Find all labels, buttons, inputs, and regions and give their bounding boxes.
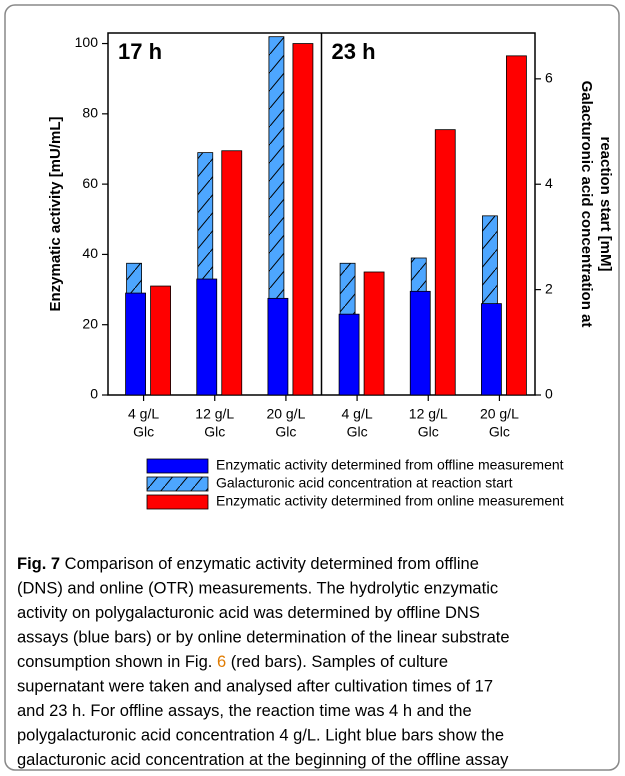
legend-swatch: [146, 476, 209, 492]
caption-line: (DNS) and online (OTR) measurements. The…: [17, 580, 498, 598]
y2-tick-label: 0: [545, 386, 553, 402]
caption-line: consumption shown in Fig. 6 (red bars). …: [17, 653, 448, 671]
y-tick-label: 0: [90, 386, 98, 402]
caption-text: (DNS) and online (OTR) measurements. The…: [17, 580, 498, 598]
bar: [338, 313, 360, 396]
figure-border: [4, 4, 620, 771]
y2-axis-label: Galacturonic acid concentration at: [578, 81, 595, 328]
caption-line: supernatant were taken and analysed afte…: [17, 678, 493, 696]
x-tick-label: 4 g/L: [128, 406, 159, 422]
caption-text: assays (blue bars) or by online determin…: [17, 629, 510, 647]
bar: [409, 290, 431, 396]
figure-link: 6: [217, 653, 226, 671]
panel-label: 23 h: [332, 39, 376, 64]
y2-axis-label: reaction start [mM]: [597, 136, 614, 271]
y-axis-label: Enzymatic activity [mU/mL]: [47, 116, 64, 311]
x-tick-label: Glc: [418, 424, 439, 440]
x-tick-label: Glc: [133, 424, 154, 440]
caption-text: consumption shown in Fig.: [17, 653, 217, 671]
legend-label: Enzymatic activity determined from offli…: [216, 457, 564, 473]
bar: [267, 297, 289, 396]
caption-text: galacturonic acid concentration at the b…: [17, 751, 509, 769]
caption-line: and 23 h. For offline assays, the reacti…: [17, 702, 472, 720]
x-tick-label: Glc: [489, 424, 510, 440]
caption-text: activity on polygalacturonic acid was de…: [17, 604, 480, 622]
y-tick-label: 60: [82, 175, 98, 191]
caption-text: (red bars). Samples of culture: [226, 653, 448, 671]
caption-line: Fig. 7 Comparison of enzymatic activity …: [17, 555, 479, 573]
bar: [434, 129, 456, 396]
y2-tick-label: 2: [545, 280, 553, 296]
caption-text: Comparison of enzymatic activity determi…: [60, 555, 479, 573]
caption-label: Fig. 7: [17, 555, 60, 573]
caption-line: assays (blue bars) or by online determin…: [17, 629, 510, 647]
bar: [506, 55, 527, 396]
x-tick-label: 12 g/L: [195, 406, 234, 422]
legend-swatch: [146, 494, 209, 510]
y-tick-label: 40: [82, 245, 98, 261]
y-tick-label: 20: [82, 315, 98, 331]
y2-tick-label: 4: [545, 175, 553, 191]
legend-label: Enzymatic activity determined from onlin…: [216, 493, 564, 509]
x-tick-label: 20 g/L: [266, 406, 305, 422]
legend-swatch: [146, 458, 209, 474]
caption-line: polygalacturonic acid concentration 4 g/…: [17, 727, 504, 745]
caption-line: galacturonic acid concentration at the b…: [17, 751, 509, 769]
caption-text: and 23 h. For offline assays, the reacti…: [17, 702, 472, 720]
x-tick-label: Glc: [204, 424, 225, 440]
bar: [196, 278, 218, 396]
y-tick-label: 80: [82, 105, 98, 121]
caption-text: supernatant were taken and analysed afte…: [17, 678, 493, 696]
y2-tick-label: 6: [545, 70, 553, 86]
bar: [481, 303, 502, 396]
bar: [221, 150, 243, 396]
x-tick-label: Glc: [275, 424, 296, 440]
bar: [363, 271, 385, 396]
x-tick-label: Glc: [347, 424, 368, 440]
x-tick-label: 4 g/L: [342, 406, 373, 422]
legend-label: Galacturonic acid concentration at react…: [216, 475, 513, 491]
bar: [292, 43, 314, 396]
x-tick-label: 20 g/L: [480, 406, 519, 422]
y-tick-label: 100: [75, 34, 99, 50]
bar: [150, 285, 171, 396]
caption-text: polygalacturonic acid concentration 4 g/…: [17, 727, 504, 745]
caption-line: activity on polygalacturonic acid was de…: [17, 604, 480, 622]
x-tick-label: 12 g/L: [409, 406, 448, 422]
bar: [125, 292, 146, 396]
panel-label: 17 h: [118, 39, 162, 64]
